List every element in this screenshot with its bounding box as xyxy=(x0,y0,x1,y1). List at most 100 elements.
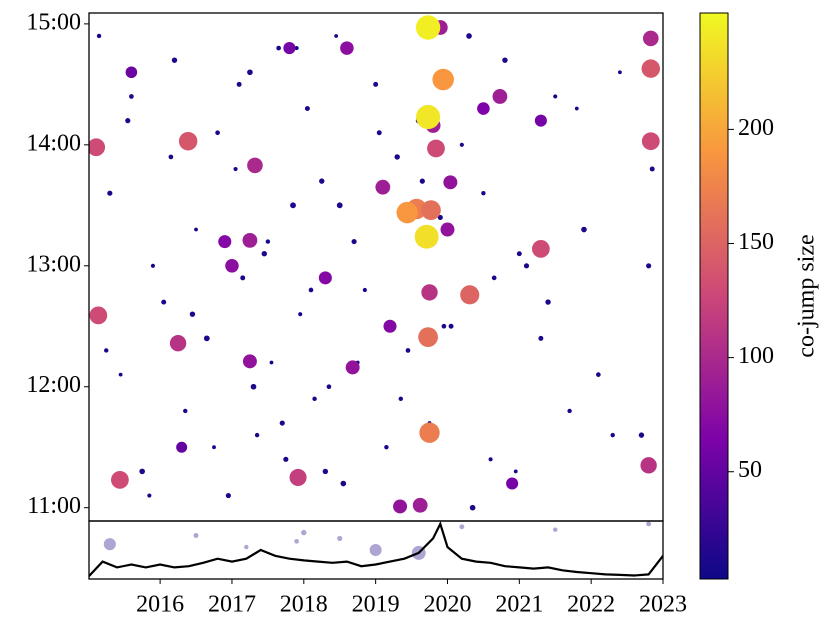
co-jump-point xyxy=(466,33,472,39)
co-jump-point xyxy=(261,250,267,257)
co-jump-point xyxy=(319,178,325,184)
co-jump-point xyxy=(545,299,551,305)
co-jump-point xyxy=(375,179,391,195)
co-jump-point xyxy=(340,480,347,487)
co-jump-point xyxy=(373,81,379,87)
co-jump-point xyxy=(289,468,307,487)
co-jump-point xyxy=(638,432,645,438)
co-jump-point xyxy=(649,166,655,172)
co-jump-point xyxy=(283,456,289,462)
co-jump-point xyxy=(147,493,152,498)
co-jump-point xyxy=(189,311,196,317)
co-jump-point xyxy=(269,360,274,365)
co-jump-point xyxy=(304,106,310,112)
co-jump-point xyxy=(290,202,296,209)
co-jump-point xyxy=(89,306,108,325)
co-jump-point xyxy=(383,319,397,333)
co-jump-point xyxy=(384,445,389,450)
colorbar-tick-label: 100 xyxy=(738,343,774,369)
co-jump-point xyxy=(414,224,439,249)
co-jump-point xyxy=(218,235,232,249)
co-jump-point xyxy=(107,190,113,196)
co-jump-point xyxy=(150,263,156,268)
co-jump-point xyxy=(233,166,238,172)
co-jump-point xyxy=(171,57,178,63)
co-jump-point xyxy=(176,441,188,453)
co-jump-point xyxy=(574,106,579,111)
co-jump-point xyxy=(421,284,438,301)
faint-point xyxy=(294,538,299,544)
co-jump-point xyxy=(567,408,572,414)
co-jump-point xyxy=(89,138,106,157)
x-tick-label: 2016 xyxy=(136,592,184,618)
co-jump-point xyxy=(362,287,367,293)
co-jump-point xyxy=(129,94,134,99)
faint-point xyxy=(103,538,116,551)
co-jump-point xyxy=(340,41,354,55)
co-jump-point xyxy=(225,493,231,499)
faint-point xyxy=(337,535,343,541)
co-jump-point xyxy=(110,470,129,489)
co-jump-point xyxy=(502,57,508,63)
co-jump-point xyxy=(477,102,490,115)
co-jump-point xyxy=(469,504,476,511)
co-jump-point xyxy=(415,15,441,40)
y-tick-label: 13:00 xyxy=(26,251,81,277)
co-jump-point xyxy=(443,175,458,190)
co-jump-point xyxy=(610,432,615,438)
co-jump-point xyxy=(641,59,661,78)
co-jump-point xyxy=(640,457,657,474)
co-jump-point xyxy=(596,372,601,377)
co-jump-point xyxy=(523,263,530,269)
co-jump-point xyxy=(104,348,109,353)
co-jump-point xyxy=(240,275,246,281)
co-jump-point xyxy=(125,118,131,124)
co-jump-point xyxy=(242,232,258,248)
co-jump-point xyxy=(294,46,299,51)
co-jump-point xyxy=(322,468,329,475)
co-jump-point xyxy=(441,323,447,329)
x-tick-label: 2021 xyxy=(495,592,543,618)
faint-point xyxy=(369,543,382,557)
x-tick-label: 2022 xyxy=(567,592,615,618)
co-jump-point xyxy=(553,94,558,99)
co-jump-point xyxy=(194,227,198,232)
co-jump-point xyxy=(318,271,332,285)
co-jump-point xyxy=(236,81,242,87)
co-jump-point xyxy=(125,66,138,79)
co-jump-point xyxy=(250,383,257,390)
co-jump-point xyxy=(203,335,210,342)
x-tick-label: 2023 xyxy=(639,592,687,618)
co-jump-point xyxy=(440,222,455,237)
x-tick-label: 2019 xyxy=(352,592,400,618)
co-jump-point xyxy=(437,214,443,220)
co-jump-point xyxy=(416,104,441,130)
co-jump-point xyxy=(419,422,440,443)
co-jump-point xyxy=(513,469,518,474)
co-jump-point xyxy=(421,200,441,221)
co-jump-point xyxy=(581,226,587,233)
y-tick-label: 15:00 xyxy=(26,9,81,35)
colorbar-label: co-jump size xyxy=(794,234,820,357)
faint-point xyxy=(301,529,307,536)
co-jump-point xyxy=(641,132,660,151)
co-jump-point xyxy=(279,420,285,426)
x-tick-label: 2018 xyxy=(280,592,328,618)
co-jump-point xyxy=(617,70,622,75)
co-jump-point xyxy=(398,396,403,402)
co-jump-point xyxy=(492,89,508,104)
co-jump-point xyxy=(531,239,550,258)
colorbar-tick-label: 200 xyxy=(738,115,774,141)
co-jump-point xyxy=(225,259,239,273)
x-tick-label: 2017 xyxy=(208,592,256,618)
co-jump-point xyxy=(459,142,464,147)
co-jump-point xyxy=(215,130,220,136)
colorbar xyxy=(699,12,729,580)
index-line xyxy=(89,521,663,577)
co-jump-point xyxy=(394,154,400,160)
co-jump-point xyxy=(448,323,454,329)
x-tick-label: 2020 xyxy=(423,592,471,618)
co-jump-point xyxy=(427,139,445,158)
co-jump-point xyxy=(276,45,281,51)
